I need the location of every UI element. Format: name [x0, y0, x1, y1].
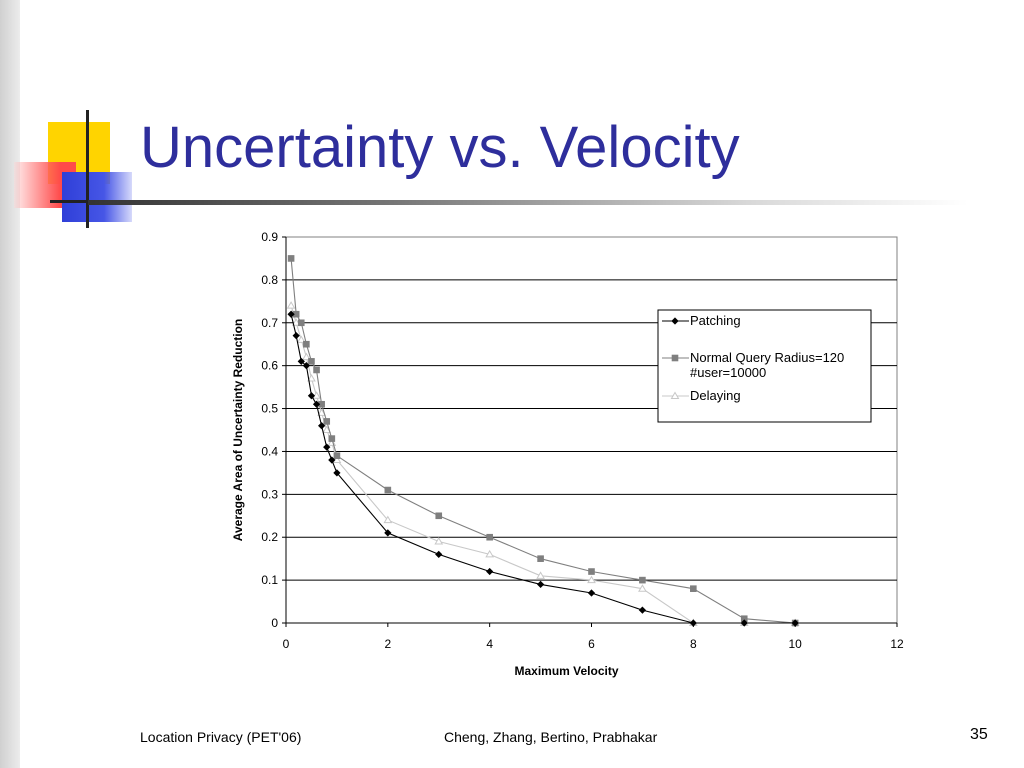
- data-point: [323, 443, 331, 451]
- y-tick-label: 0.1: [261, 573, 278, 587]
- data-point: [317, 408, 327, 416]
- data-point: [307, 374, 316, 382]
- data-point: [588, 568, 595, 575]
- legend-item: Delaying: [662, 388, 741, 403]
- legend-label: Normal Query Radius=120: [690, 350, 844, 365]
- y-tick-label: 0.5: [261, 402, 278, 416]
- data-point: [297, 357, 305, 366]
- data-point: [332, 455, 342, 464]
- data-point: [303, 340, 310, 348]
- data-point: [536, 580, 545, 589]
- data-point: [740, 619, 748, 627]
- data-point: [287, 255, 295, 262]
- data-point: [312, 400, 321, 408]
- left-edge-strip: [0, 0, 20, 768]
- data-point: [291, 318, 301, 326]
- legend-box: [657, 309, 872, 423]
- data-point: [328, 456, 336, 464]
- decor-blue-square: [62, 172, 132, 222]
- data-point: [536, 571, 545, 579]
- data-point: [308, 358, 315, 365]
- x-tick-label: 8: [690, 637, 697, 651]
- plot-area: [285, 236, 898, 624]
- x-tick-label: 12: [890, 637, 904, 651]
- data-point: [435, 512, 443, 520]
- data-point: [307, 392, 316, 400]
- data-point: [690, 585, 697, 592]
- y-tick-label: 0.7: [261, 316, 278, 330]
- data-point: [384, 529, 392, 537]
- legend-label: #user=10000: [690, 365, 766, 380]
- data-point: [328, 435, 336, 442]
- x-tick-label: 4: [486, 637, 493, 651]
- legend-item: Patching: [662, 313, 741, 328]
- legend-label: Delaying: [690, 388, 741, 403]
- data-point: [323, 418, 331, 425]
- x-axis-label: Maximum Velocity: [514, 664, 618, 678]
- data-point: [318, 422, 326, 430]
- x-tick-label: 0: [283, 637, 290, 651]
- series-2: [286, 301, 800, 626]
- line-chart: 0 0.1 0.2 0.3 0.4 0.5 0.6 0.7 0.8 0.9 0 2 4 6 8 10 12 Max…: [231, 230, 904, 678]
- data-point: [587, 589, 596, 597]
- legend-marker: [671, 317, 679, 325]
- data-point: [435, 550, 443, 559]
- data-point: [383, 515, 393, 524]
- data-point: [296, 335, 306, 343]
- data-point: [638, 606, 647, 614]
- data-point: [313, 366, 320, 374]
- y-tick-label: 0.6: [261, 359, 278, 373]
- data-point: [486, 533, 493, 541]
- data-point: [322, 425, 332, 433]
- y-tick-label: 0.3: [261, 487, 278, 501]
- data-point: [485, 549, 495, 558]
- data-point: [312, 391, 321, 399]
- data-point: [302, 362, 310, 370]
- y-tick-label: 0.4: [261, 444, 278, 458]
- legend-marker: [671, 354, 679, 362]
- y-tick-label: 0.2: [261, 530, 278, 544]
- page-number: 35: [970, 726, 988, 743]
- legend-marker: [670, 391, 680, 399]
- data-point: [689, 619, 697, 627]
- footer-authors: Cheng, Zhang, Bertino, Prabhakar: [444, 729, 658, 745]
- data-point: [333, 469, 341, 477]
- y-tick-label: 0.8: [261, 273, 278, 287]
- legend-label: Patching: [690, 313, 741, 328]
- data-point: [384, 486, 392, 494]
- data-point: [486, 567, 494, 576]
- title-underline: [88, 200, 968, 205]
- data-point: [434, 537, 444, 545]
- data-point: [287, 310, 295, 318]
- data-point: [301, 352, 311, 361]
- slide-title: Uncertainty vs. Velocity: [140, 115, 740, 180]
- data-point: [333, 452, 341, 460]
- data-point: [292, 332, 300, 340]
- data-point: [791, 619, 799, 627]
- x-tick-label: 10: [788, 637, 802, 651]
- y-tick-label: 0.9: [261, 230, 278, 244]
- data-point: [537, 555, 544, 562]
- series-0: [287, 310, 799, 627]
- data-point: [587, 575, 596, 584]
- y-tick-label: 0: [271, 616, 278, 630]
- data-point: [638, 584, 647, 592]
- x-tick-label: 6: [588, 637, 595, 651]
- y-axis-label: Average Area of Uncertainty Reduction: [231, 319, 245, 542]
- footer-left-text: Location Privacy (PET'06): [140, 729, 302, 745]
- data-point: [297, 319, 305, 327]
- data-point: [639, 576, 646, 584]
- data-point: [286, 301, 296, 309]
- legend-item: Normal Query Radius=120#user=10000: [662, 350, 844, 380]
- x-tick-label: 2: [384, 637, 391, 651]
- legend: Patching Normal Query Radius=120#user=100…: [657, 309, 872, 423]
- decor-vertical-line: [86, 110, 89, 228]
